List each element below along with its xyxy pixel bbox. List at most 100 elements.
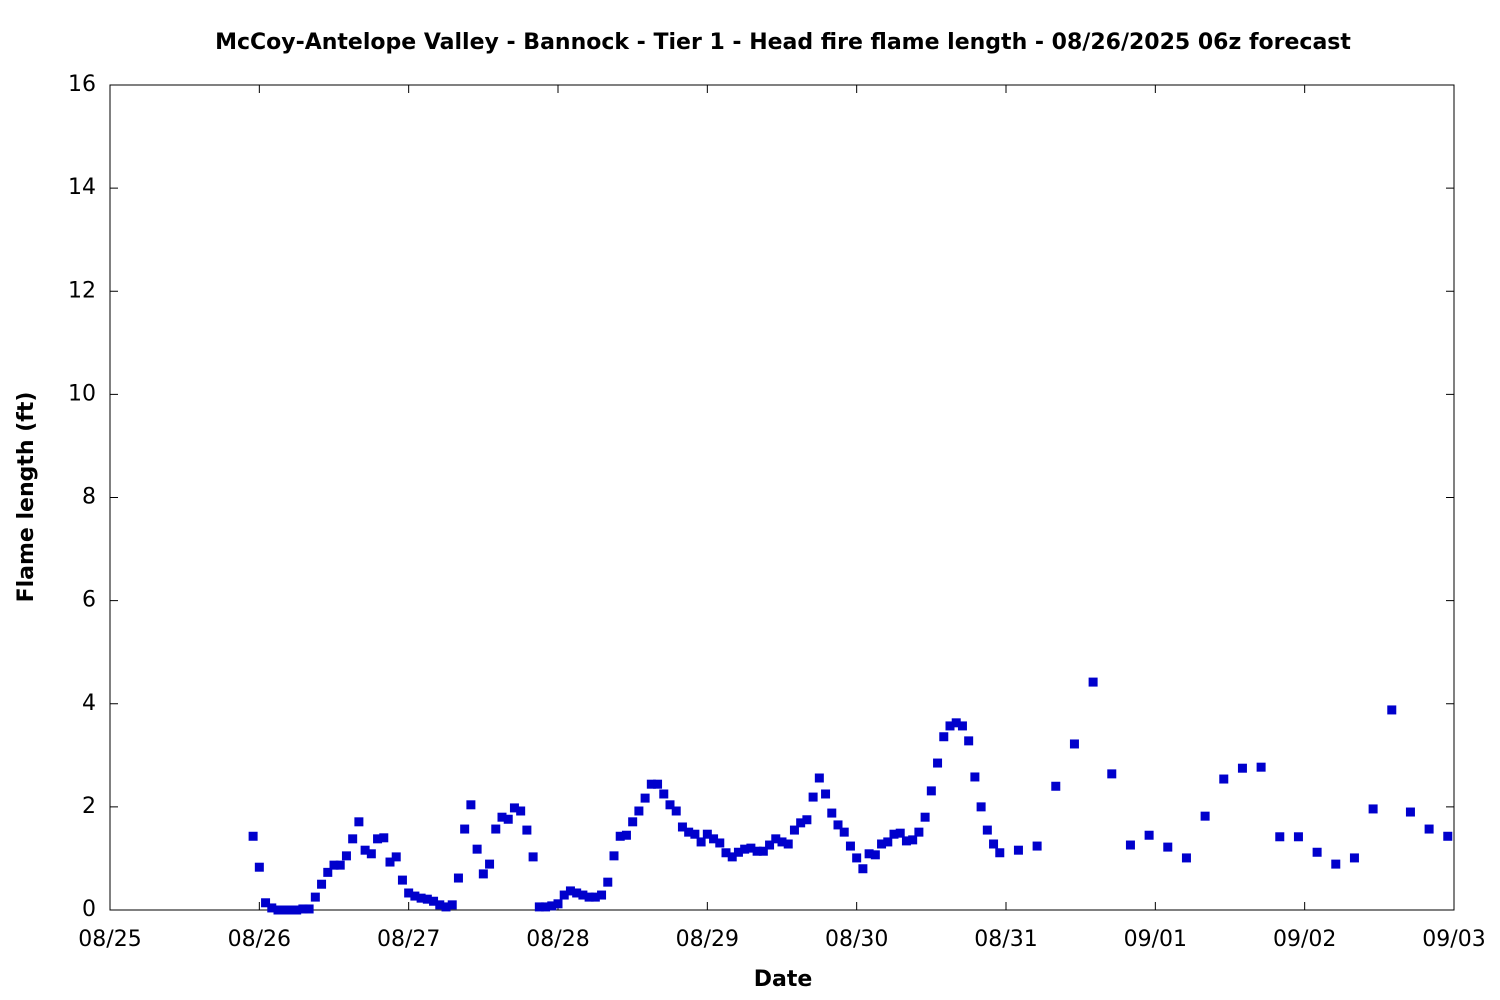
data-point	[976, 802, 986, 812]
data-point	[267, 903, 277, 913]
data-point	[945, 721, 955, 731]
data-point	[771, 834, 781, 844]
data-point	[497, 812, 507, 822]
data-point	[814, 773, 824, 783]
data-point	[491, 824, 501, 834]
data-point	[578, 890, 588, 900]
data-point	[478, 869, 488, 879]
x-tick-label: 09/02	[1273, 927, 1336, 952]
data-point	[422, 894, 432, 904]
data-point	[348, 834, 358, 844]
data-point	[957, 721, 967, 731]
data-point	[665, 800, 675, 810]
x-tick-label: 08/26	[228, 927, 291, 952]
data-point	[646, 779, 656, 789]
data-point	[503, 814, 513, 824]
data-point	[777, 837, 787, 847]
data-point	[1275, 832, 1285, 842]
data-point	[609, 851, 619, 861]
data-point	[323, 867, 333, 877]
data-point	[634, 806, 644, 816]
data-point	[1368, 804, 1378, 814]
data-point	[926, 786, 936, 796]
data-point	[653, 779, 663, 789]
plot-frame	[109, 84, 1455, 911]
x-tick-label: 09/01	[1124, 927, 1187, 952]
data-point	[304, 904, 314, 914]
data-point	[808, 792, 818, 802]
data-point	[621, 830, 631, 840]
data-point	[995, 848, 1005, 858]
data-point	[964, 736, 974, 746]
data-point	[758, 846, 768, 856]
y-tick-label: 0	[82, 897, 96, 922]
data-point	[335, 860, 345, 870]
data-point	[1405, 807, 1415, 817]
data-point	[1181, 853, 1191, 863]
data-point	[821, 789, 831, 799]
data-point	[354, 817, 364, 827]
data-point	[466, 800, 476, 810]
data-point	[441, 902, 451, 912]
data-point	[435, 900, 445, 910]
data-point	[509, 803, 519, 813]
data-point	[416, 893, 426, 903]
x-tick-label: 08/29	[676, 927, 739, 952]
data-point	[802, 815, 812, 825]
data-point	[1144, 830, 1154, 840]
x-tick-label: 09/03	[1422, 927, 1485, 952]
data-point	[404, 888, 414, 898]
data-point	[453, 873, 463, 883]
chart-title: McCoy-Antelope Valley - Bannock - Tier 1…	[215, 30, 1351, 55]
data-point	[914, 827, 924, 837]
y-tick-label: 2	[82, 794, 96, 819]
data-point	[273, 905, 283, 915]
data-point	[889, 829, 899, 839]
data-point	[1200, 811, 1210, 821]
data-point	[740, 844, 750, 854]
data-point	[709, 834, 719, 844]
data-point	[584, 892, 594, 902]
data-point	[852, 853, 862, 863]
data-point	[1219, 774, 1229, 784]
data-point	[541, 902, 551, 912]
data-point	[845, 841, 855, 851]
data-point	[715, 838, 725, 848]
data-point	[603, 877, 613, 887]
data-point	[298, 904, 308, 914]
data-point	[746, 843, 756, 853]
x-tick-label: 08/30	[825, 927, 888, 952]
data-point	[329, 860, 339, 870]
data-point	[839, 827, 849, 837]
data-point	[933, 758, 943, 768]
data-point	[702, 829, 712, 839]
data-point	[410, 891, 420, 901]
data-point	[895, 828, 905, 838]
y-tick-label: 8	[82, 485, 96, 510]
data-point	[877, 839, 887, 849]
data-point	[534, 902, 544, 912]
data-point	[901, 836, 911, 846]
data-point	[982, 825, 992, 835]
y-tick-label: 4	[82, 691, 96, 716]
data-point	[292, 905, 302, 915]
data-point	[1256, 762, 1266, 772]
data-point	[858, 864, 868, 874]
data-point	[908, 835, 918, 845]
data-point	[565, 886, 575, 896]
data-point	[1125, 840, 1135, 850]
data-point	[615, 831, 625, 841]
y-tick-label: 12	[68, 278, 96, 303]
data-point	[1107, 769, 1117, 779]
data-point	[248, 831, 258, 841]
y-tick-label: 10	[68, 381, 96, 406]
data-point	[752, 846, 762, 856]
data-point	[870, 850, 880, 860]
data-point	[883, 837, 893, 847]
data-point	[970, 772, 980, 782]
data-point	[1443, 831, 1453, 841]
data-point	[429, 896, 439, 906]
data-point	[341, 851, 351, 861]
data-point	[547, 901, 557, 911]
data-point	[628, 817, 638, 827]
